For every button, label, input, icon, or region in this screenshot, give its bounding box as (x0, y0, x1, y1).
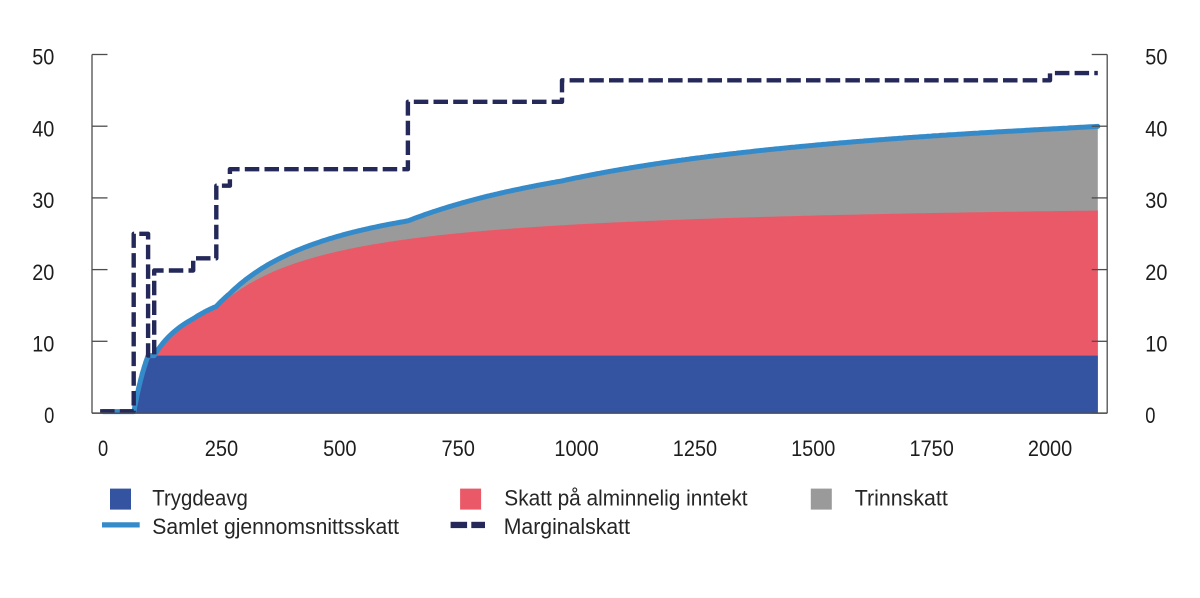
svg-text:Trygdeavg: Trygdeavg (152, 486, 248, 511)
svg-text:1750: 1750 (910, 436, 954, 461)
svg-text:0: 0 (44, 403, 54, 428)
svg-text:1000: 1000 (554, 436, 598, 461)
svg-text:0: 0 (1145, 403, 1155, 428)
svg-text:40: 40 (32, 116, 54, 141)
svg-text:0: 0 (98, 436, 108, 461)
svg-text:10: 10 (32, 332, 54, 357)
svg-text:250: 250 (205, 436, 238, 461)
svg-text:Marginalskatt: Marginalskatt (504, 514, 630, 539)
svg-text:750: 750 (442, 436, 475, 461)
svg-text:50: 50 (1145, 45, 1167, 70)
svg-text:500: 500 (323, 436, 356, 461)
svg-text:Skatt på alminnelig inntekt: Skatt på alminnelig inntekt (504, 486, 747, 511)
svg-text:10: 10 (1145, 332, 1167, 357)
svg-text:20: 20 (1145, 260, 1167, 285)
svg-text:1250: 1250 (673, 436, 717, 461)
svg-text:2000: 2000 (1028, 436, 1072, 461)
svg-text:50: 50 (32, 45, 54, 70)
svg-text:30: 30 (32, 188, 54, 213)
svg-text:Samlet gjennomsnittsskatt: Samlet gjennomsnittsskatt (152, 514, 399, 539)
svg-text:40: 40 (1145, 116, 1167, 141)
svg-text:20: 20 (32, 260, 54, 285)
svg-text:1500: 1500 (791, 436, 835, 461)
svg-text:Trinnskatt: Trinnskatt (855, 486, 948, 511)
svg-text:30: 30 (1145, 188, 1167, 213)
